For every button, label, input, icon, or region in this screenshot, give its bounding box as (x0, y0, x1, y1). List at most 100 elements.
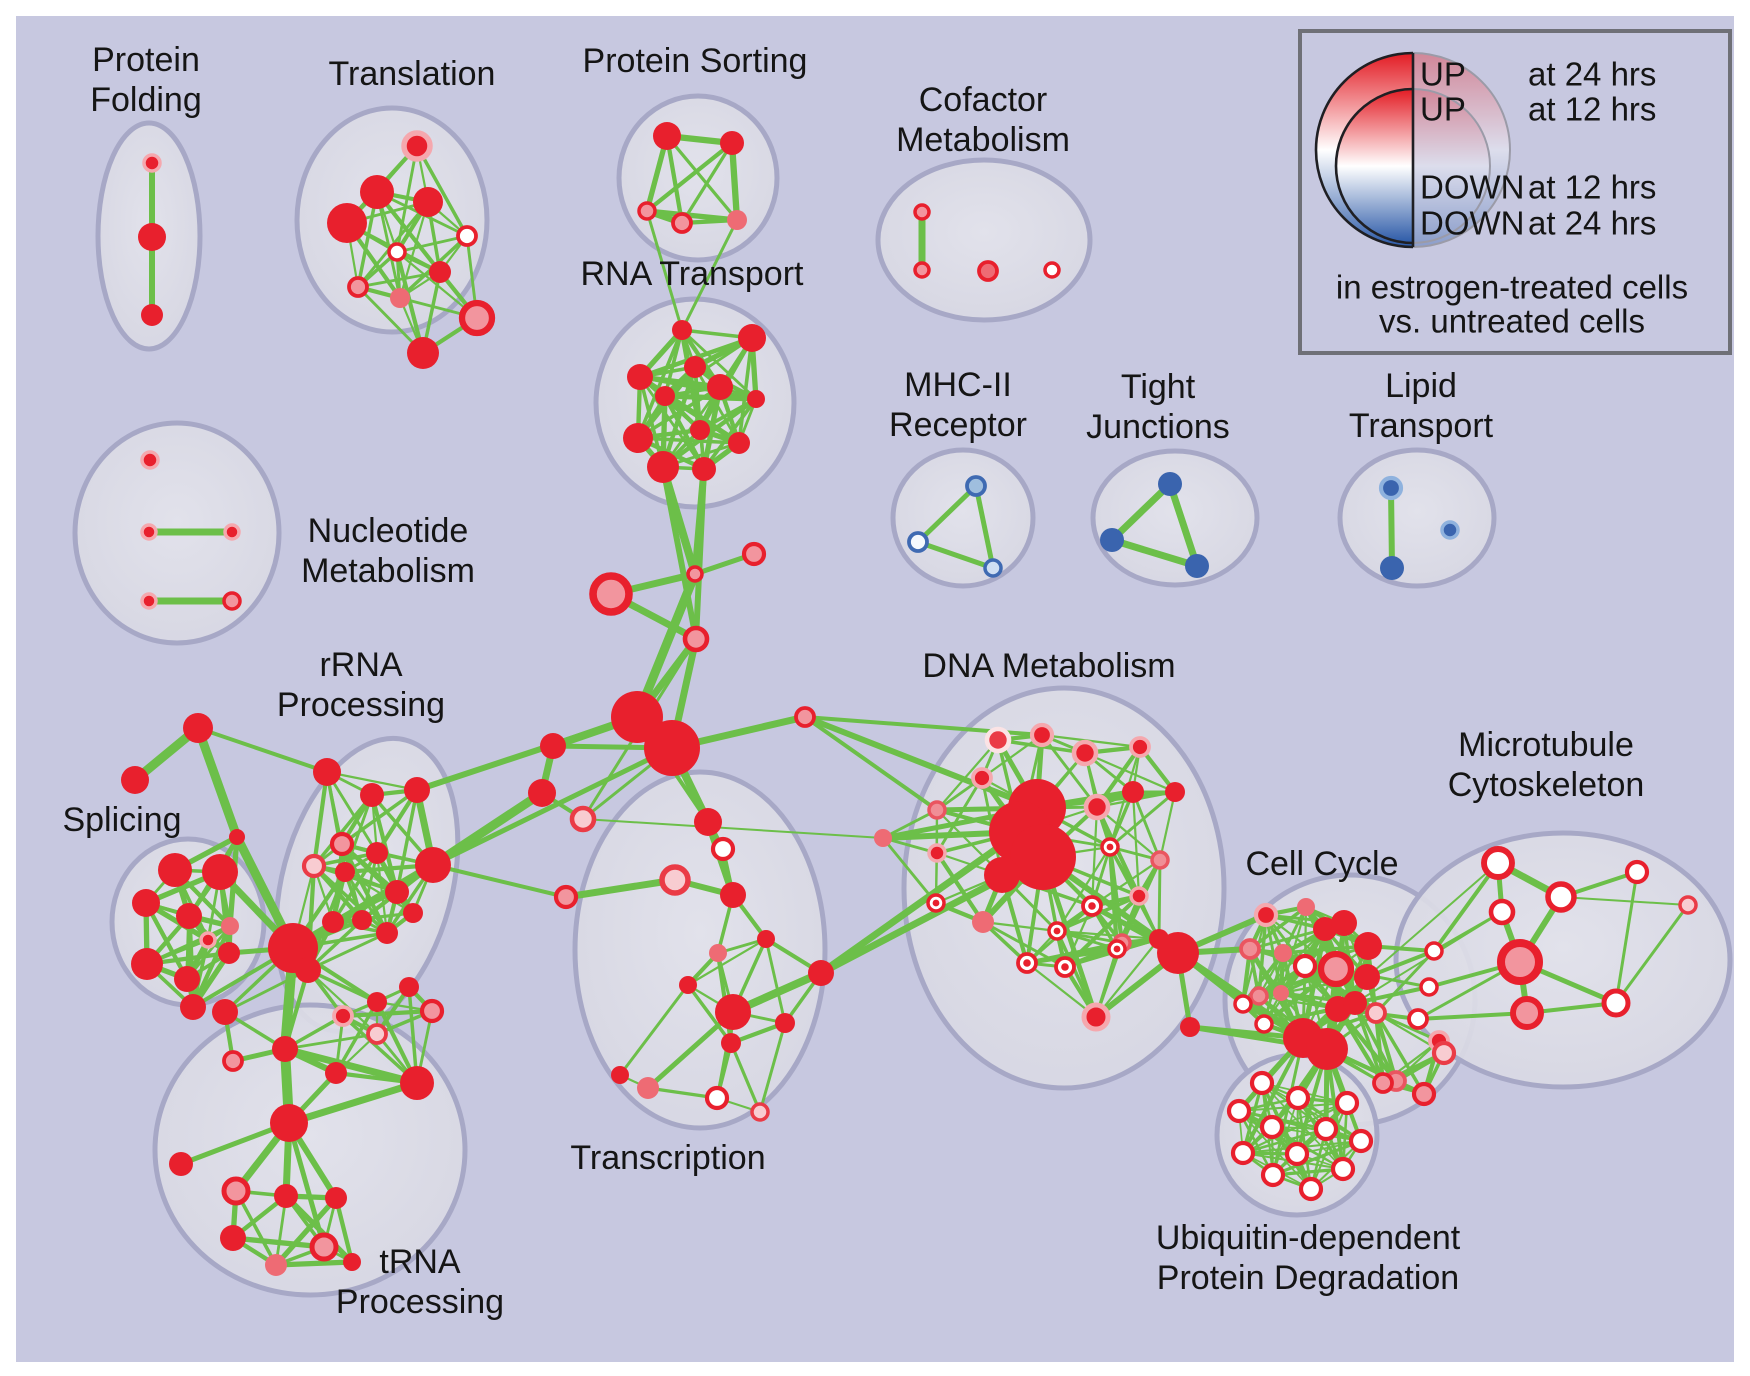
network-edge (186, 913, 196, 1010)
network-node (1253, 902, 1279, 928)
legend-direction-label: DOWN (1420, 169, 1524, 206)
network-node (1354, 964, 1380, 990)
network-edge (973, 483, 996, 571)
network-node (221, 1176, 251, 1206)
network-node (715, 994, 751, 1030)
network-edge (686, 983, 733, 1045)
cluster-label-translation: Translation (329, 55, 496, 93)
network-edge (1094, 937, 1161, 1019)
network-node (1372, 1072, 1394, 1094)
network-node (794, 706, 816, 728)
network-node (540, 733, 566, 759)
network-node (329, 831, 355, 857)
network-edge (881, 836, 938, 905)
network-node (367, 992, 387, 1012)
network-node (1071, 739, 1099, 767)
network-node (671, 212, 693, 234)
network-node (1313, 1116, 1339, 1142)
network-edge (935, 738, 1000, 812)
network-node (301, 853, 327, 879)
network-edge (664, 133, 685, 226)
network-edge (1108, 480, 1174, 544)
network-edge (281, 1045, 421, 1087)
legend-time-label: at 24 hrs (1528, 56, 1656, 93)
cluster-ellipse-transcription (572, 769, 828, 1131)
network-edge (325, 770, 419, 792)
network-edge (644, 140, 735, 214)
network-node (1180, 1017, 1200, 1037)
network-edge (395, 234, 469, 254)
network-edge (981, 920, 1059, 933)
network-node (400, 1066, 434, 1100)
network-node (335, 862, 355, 882)
network-node (404, 777, 430, 803)
network-node (682, 625, 710, 653)
network-node (1488, 898, 1516, 926)
network-node (1297, 898, 1315, 916)
network-node (1354, 932, 1382, 960)
network-edge (1353, 1001, 1398, 1083)
network-edge (415, 144, 469, 238)
network-node (1317, 950, 1355, 988)
network-node (741, 541, 767, 567)
network-edge (636, 328, 684, 440)
network-node (655, 386, 675, 406)
network-edge (1374, 949, 1436, 1015)
network-node (965, 475, 987, 497)
network-edge (428, 788, 547, 870)
network-node (1348, 1128, 1374, 1154)
cluster-label-lipid-transport: Lipid (1385, 367, 1457, 405)
network-edge (1108, 536, 1201, 570)
network-node (653, 122, 681, 150)
network-node (1129, 886, 1149, 906)
network-node (272, 1036, 298, 1062)
network-node (1158, 472, 1182, 496)
network-node-core (1088, 902, 1096, 910)
network-node (589, 572, 633, 616)
cluster-label-tight-junctions: Junctions (1086, 408, 1230, 446)
network-node (757, 930, 775, 948)
network-node (1343, 991, 1367, 1015)
network-node (180, 994, 206, 1020)
network-node (611, 1066, 629, 1084)
network-node (347, 276, 369, 298)
network-node (775, 1013, 795, 1033)
network-edge (618, 983, 690, 1077)
network-edge (325, 770, 379, 855)
network-edge (562, 876, 679, 901)
cluster-label-mhc-ii: MHC-II (904, 366, 1012, 404)
network-node (222, 1050, 244, 1072)
network-node (637, 1077, 659, 1099)
cluster-label-cofactor: Metabolism (896, 121, 1070, 159)
cluster-label-transcription: Transcription (570, 1139, 765, 1177)
cluster-label-mhc-ii: Receptor (889, 406, 1027, 444)
network-edge (1248, 927, 1327, 951)
network-edge (728, 139, 741, 224)
network-edge (802, 714, 1040, 811)
legend-time-label: at 12 hrs (1528, 169, 1656, 206)
network-node (360, 783, 384, 807)
network-node (140, 592, 158, 610)
network-node (1010, 824, 1076, 890)
network-edge (680, 218, 739, 332)
network-edge (764, 937, 787, 1025)
network-edge (680, 328, 758, 401)
network-node (325, 1187, 347, 1209)
network-node (456, 225, 478, 247)
network-node (1424, 941, 1444, 961)
network-node (221, 917, 239, 935)
cluster-label-rrna-processing: rRNA (319, 646, 402, 684)
network-node (738, 324, 766, 352)
network-edge (196, 726, 329, 774)
network-node (977, 260, 999, 282)
network-node (728, 432, 750, 454)
cluster-ellipse-lipid-transport (1337, 447, 1497, 589)
network-edge (1241, 1127, 1328, 1155)
network-edge (273, 1195, 339, 1268)
network-node (399, 977, 419, 997)
network-edge (394, 249, 426, 356)
network-edge (915, 483, 979, 545)
network-node (611, 691, 663, 743)
network-node (637, 201, 657, 221)
